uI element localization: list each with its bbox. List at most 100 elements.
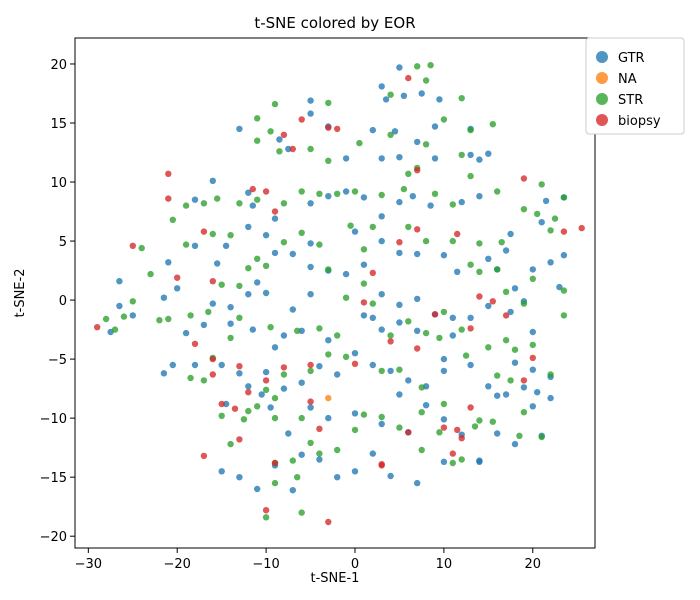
point-gtr — [280, 385, 288, 392]
point-str — [418, 384, 425, 391]
point-str — [351, 426, 359, 434]
x-tick-label: 10 — [436, 557, 453, 572]
point-str — [547, 227, 554, 234]
point-str — [520, 206, 528, 213]
point-gtr — [218, 361, 225, 369]
point-gtr — [502, 391, 510, 398]
point-gtr — [245, 189, 252, 196]
point-gtr — [307, 404, 314, 411]
point-gtr — [387, 472, 394, 480]
point-gtr — [391, 128, 399, 135]
point-str — [262, 262, 270, 269]
point-str — [325, 351, 332, 358]
point-biopsy — [249, 185, 256, 193]
point-gtr — [369, 314, 376, 321]
point-biopsy — [236, 363, 243, 370]
point-biopsy — [351, 360, 359, 367]
point-gtr — [298, 327, 305, 334]
y-tick-label: 20 — [50, 58, 67, 73]
point-gtr — [529, 328, 536, 336]
point-biopsy — [520, 175, 528, 182]
point-gtr — [560, 252, 568, 259]
point-biopsy — [307, 398, 314, 405]
point-str — [449, 237, 456, 245]
point-gtr — [414, 327, 421, 334]
y-tick-label: 10 — [50, 176, 67, 191]
point-gtr — [182, 329, 190, 337]
point-gtr — [316, 363, 323, 370]
point-str — [347, 222, 354, 229]
point-biopsy — [414, 167, 421, 174]
point-str — [387, 91, 394, 98]
point-gtr — [342, 155, 350, 162]
point-str — [360, 411, 368, 418]
point-str — [551, 215, 559, 222]
point-str — [245, 265, 252, 272]
point-str — [307, 439, 314, 447]
point-gtr — [334, 474, 341, 481]
y-tick-label: −20 — [40, 530, 67, 545]
point-gtr — [325, 193, 332, 200]
point-str — [422, 329, 430, 337]
point-biopsy — [200, 228, 208, 235]
point-gtr — [214, 260, 221, 267]
chart-title: t-SNE colored by EOR — [254, 14, 415, 32]
point-biopsy — [231, 405, 239, 412]
point-str — [227, 334, 234, 342]
point-biopsy — [414, 345, 421, 352]
point-str — [182, 202, 190, 209]
point-gtr — [298, 379, 305, 386]
point-str — [334, 332, 341, 339]
point-gtr — [307, 240, 314, 247]
point-str — [467, 126, 474, 134]
point-str — [325, 266, 332, 273]
point-str — [218, 412, 225, 419]
point-gtr — [160, 370, 168, 377]
point-biopsy — [262, 507, 270, 514]
point-biopsy — [174, 274, 181, 281]
y-tick-label: 15 — [50, 117, 67, 132]
point-gtr — [485, 150, 492, 157]
point-gtr — [431, 155, 439, 162]
point-gtr — [436, 96, 443, 103]
point-gtr — [222, 242, 230, 249]
point-biopsy — [325, 124, 332, 131]
point-str — [316, 450, 323, 457]
point-gtr — [458, 198, 465, 206]
point-str — [467, 172, 474, 180]
point-str — [236, 200, 243, 207]
x-tick-label: 20 — [525, 557, 542, 572]
point-gtr — [454, 268, 461, 275]
point-gtr — [467, 151, 474, 159]
point-gtr — [351, 468, 359, 475]
point-str — [236, 282, 243, 290]
point-gtr — [298, 451, 305, 458]
point-gtr — [409, 193, 416, 200]
legend-marker-na — [596, 72, 608, 84]
x-axis-label: t-SNE-1 — [311, 571, 360, 586]
point-gtr — [116, 302, 123, 310]
point-str — [489, 418, 496, 425]
point-gtr — [165, 259, 172, 266]
point-str — [396, 424, 403, 431]
point-str — [360, 280, 368, 287]
point-gtr — [396, 301, 403, 308]
point-biopsy — [431, 311, 439, 318]
x-tick-label: −20 — [164, 557, 191, 572]
point-biopsy — [360, 299, 368, 306]
point-str — [356, 139, 363, 147]
point-str — [436, 429, 443, 436]
point-gtr — [325, 337, 332, 344]
point-str — [351, 188, 359, 195]
point-str — [378, 367, 385, 375]
point-str — [316, 325, 323, 332]
point-gtr — [271, 215, 279, 222]
point-str — [436, 334, 443, 342]
point-str — [516, 432, 523, 439]
point-gtr — [382, 96, 390, 103]
y-axis-ticks: −20 −15 −10 −5 0 5 10 15 20 — [40, 58, 75, 545]
point-gtr — [547, 259, 554, 266]
points-layer — [94, 61, 585, 526]
point-gtr — [191, 361, 199, 369]
point-gtr — [280, 332, 288, 339]
